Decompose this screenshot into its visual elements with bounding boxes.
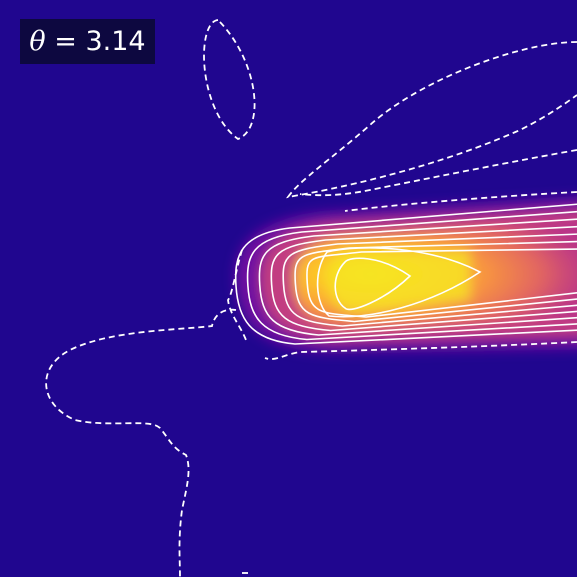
dashed-contour-band-top [344, 191, 577, 212]
dashed-contour-upper-arc [286, 41, 577, 199]
contour-line-3 [258, 218, 577, 336]
contour-layer [45, 19, 577, 577]
dashed-contour-nose [227, 249, 247, 341]
theta-value: 3.14 [85, 26, 146, 57]
dashed-contour-left-lobe [45, 308, 237, 577]
dashed-contour-top-loop [203, 19, 256, 141]
theta-symbol: θ [29, 26, 46, 57]
theta-label: θ = 3.14 [20, 19, 155, 64]
heat-core [327, 250, 470, 314]
contour-line-4 [270, 225, 577, 332]
dashed-contour-band-bottom [264, 341, 577, 360]
contour-line-9 [334, 257, 412, 311]
contour-line-2 [246, 210, 577, 341]
contour-line-8 [316, 247, 482, 318]
contour-line-1 [234, 203, 577, 345]
dashed-contour-upper-arc-inner [299, 149, 577, 197]
contour-line-7 [306, 248, 577, 318]
contour-line-6 [294, 240, 577, 323]
contour-line-5 [282, 233, 577, 327]
theta-equals: = [45, 26, 86, 57]
